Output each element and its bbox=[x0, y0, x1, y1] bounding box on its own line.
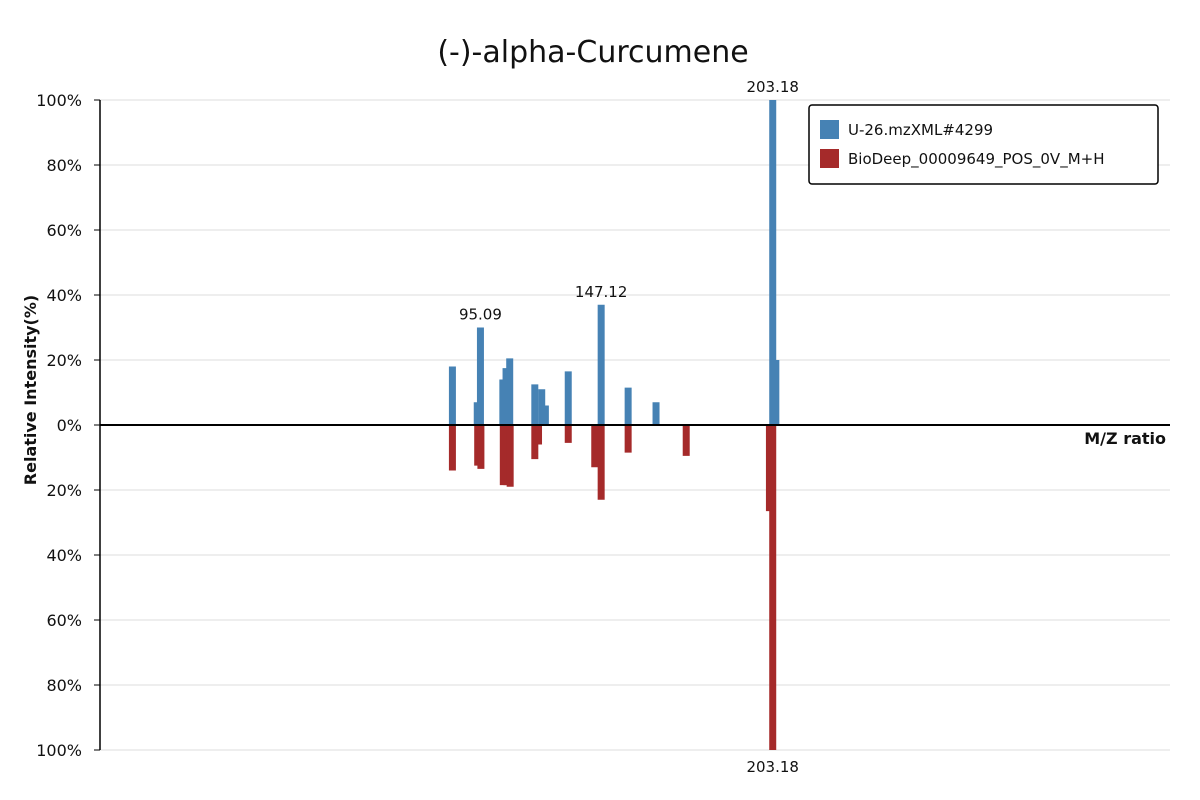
sample-series-bars bbox=[448, 100, 780, 425]
spectrum-bar bbox=[564, 371, 572, 425]
y-axis-label: Relative Intensity(%) bbox=[21, 295, 40, 485]
spectrum-bar bbox=[476, 327, 484, 425]
spectrum-bar bbox=[506, 425, 514, 487]
spectrum-bars bbox=[448, 100, 780, 750]
y-tick-label: 100% bbox=[36, 741, 82, 760]
legend: U-26.mzXML#4299 BioDeep_00009649_POS_0V_… bbox=[808, 104, 1159, 185]
spectrum-bar bbox=[502, 368, 510, 425]
spectrum-bar bbox=[448, 425, 456, 471]
spectrum-bar bbox=[506, 358, 514, 425]
spectrum-bar bbox=[769, 425, 777, 750]
spectrum-bar bbox=[772, 360, 780, 425]
spectrum-bar bbox=[597, 304, 605, 425]
y-tick-label: 60% bbox=[46, 221, 82, 240]
spectrum-bar bbox=[531, 384, 539, 425]
spectrum-bar bbox=[535, 425, 543, 445]
spectrum-bar bbox=[624, 425, 632, 453]
reference-series-bars bbox=[448, 425, 777, 750]
legend-swatch-reference bbox=[820, 149, 839, 168]
spectrum-bar bbox=[624, 387, 632, 425]
grid-lines bbox=[100, 99, 1170, 751]
spectrum-bar bbox=[564, 425, 572, 443]
legend-swatch-sample bbox=[820, 120, 839, 139]
spectrum-bar bbox=[597, 425, 605, 500]
peak-label: 147.12 bbox=[575, 283, 628, 301]
spectrum-bar bbox=[591, 425, 599, 468]
y-tick-label: 80% bbox=[46, 676, 82, 695]
y-tick-label: 100% bbox=[36, 91, 82, 110]
spectrum-bar bbox=[652, 402, 660, 425]
spectrum-bar bbox=[541, 405, 549, 425]
spectrum-bar bbox=[682, 425, 690, 456]
x-axis-label: M/Z ratio bbox=[1084, 429, 1166, 448]
spectrum-bar bbox=[769, 100, 777, 425]
legend-box bbox=[808, 104, 1159, 185]
y-tick-labels: 100% 80% 60% 40% 20% 0% 20% 40% 60% 80% 100% bbox=[36, 91, 100, 760]
spectrum-bar bbox=[499, 425, 507, 486]
y-tick-label: 80% bbox=[46, 156, 82, 175]
y-tick-label: 20% bbox=[46, 351, 82, 370]
y-tick-label: 60% bbox=[46, 611, 82, 630]
peak-label: 203.18 bbox=[746, 758, 799, 776]
peak-labels: 95.09 147.12 203.18 203.18 bbox=[459, 78, 799, 776]
y-tick-label: 20% bbox=[46, 481, 82, 500]
spectrum-bar bbox=[531, 425, 539, 460]
peak-label: 95.09 bbox=[459, 306, 502, 324]
y-tick-label: 0% bbox=[57, 416, 82, 435]
y-tick-label: 40% bbox=[46, 286, 82, 305]
chart-title: (-)-alpha-Curcumene bbox=[437, 35, 748, 70]
peak-label: 203.18 bbox=[746, 78, 799, 96]
spectrum-bar bbox=[538, 389, 546, 425]
legend-label-reference: BioDeep_00009649_POS_0V_M+H bbox=[848, 150, 1104, 169]
legend-label-sample: U-26.mzXML#4299 bbox=[848, 121, 993, 139]
spectrum-bar bbox=[448, 366, 456, 425]
y-tick-label: 40% bbox=[46, 546, 82, 565]
spectrum-bar bbox=[477, 425, 485, 469]
